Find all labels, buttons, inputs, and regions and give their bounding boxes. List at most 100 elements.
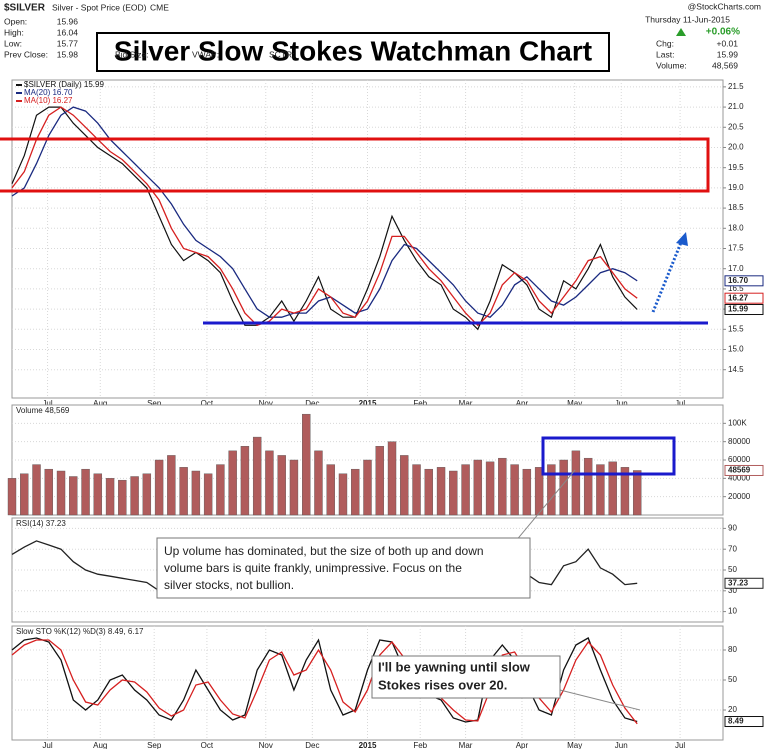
- volume-bar: [240, 446, 250, 516]
- field-value: 15.77: [57, 38, 79, 48]
- volume-bar: [191, 470, 201, 516]
- volume-bar: [142, 473, 152, 516]
- volume-bar: [252, 436, 262, 516]
- panel-title: Volume 48,569: [16, 406, 70, 415]
- value-tag: [724, 292, 764, 304]
- volume-bar: [69, 476, 78, 516]
- symbol: $SILVER: [4, 3, 46, 14]
- change-pct: +0.06%: [706, 27, 740, 38]
- y-tick-label: 90: [728, 524, 737, 533]
- y-tick-label: 20.0: [728, 143, 744, 152]
- volume-bar: [154, 459, 164, 516]
- value-tag: [724, 304, 764, 316]
- x-tick-label: Nov: [259, 399, 273, 408]
- y-tick-label: 50: [728, 675, 737, 684]
- x-tick-label: Aug: [93, 741, 107, 749]
- y-tick-label: 40000: [728, 473, 751, 482]
- volume-bar: [314, 450, 323, 516]
- panel-title: RSI(14) 37.23: [16, 519, 66, 528]
- volume-bar: [522, 468, 532, 516]
- value-tag: [724, 577, 764, 589]
- credit: @StockCharts.com: [688, 1, 761, 11]
- volume-bar: [7, 478, 17, 516]
- field-label: Open:: [4, 16, 27, 26]
- callout-text: I'll be yawning until slow: [378, 659, 531, 674]
- field-value: 16.04: [57, 27, 79, 37]
- volume-bar: [375, 446, 384, 516]
- field-value: 15.96: [57, 16, 79, 26]
- y-tick-label: 15.0: [728, 345, 744, 354]
- field-label: Bid Size:: [115, 49, 149, 59]
- x-tick-label: Oct: [201, 399, 214, 408]
- y-tick-label: 17.0: [728, 264, 744, 273]
- volume-bar: [20, 473, 29, 516]
- volume-bar: [289, 459, 299, 516]
- x-tick-label: Sep: [147, 399, 162, 408]
- volume-bar: [56, 470, 66, 516]
- value-tag-label: 37.23: [728, 578, 749, 587]
- field-value: 15.98: [57, 49, 79, 59]
- y-tick-label: 20.5: [728, 122, 744, 131]
- value-tag: [724, 716, 764, 728]
- volume-bar: [387, 441, 397, 516]
- x-tick-label: Jun: [615, 741, 628, 749]
- y-tick-label: 14.5: [728, 365, 744, 374]
- y-tick-label: 50: [728, 565, 737, 574]
- volume-bar: [44, 468, 53, 516]
- y-tick-label: 80: [728, 645, 737, 654]
- x-tick-label: Sep: [147, 741, 162, 749]
- volume-bar: [412, 464, 421, 516]
- value-tag-label: 15.99: [728, 305, 749, 314]
- panel-title: Slow STO %K(12) %D(3) 8.49, 6.17: [16, 627, 144, 636]
- field-label: Volume:: [656, 60, 687, 70]
- volume-bar: [118, 479, 127, 516]
- x-tick-label: May: [567, 399, 582, 408]
- x-tick-label: Feb: [413, 741, 427, 749]
- volume-bar: [583, 457, 593, 516]
- resistance-zone: [0, 137, 710, 193]
- value-tag-label: 48569: [728, 466, 751, 475]
- volume-highlight: [541, 436, 676, 476]
- x-tick-label: Apr: [516, 399, 529, 408]
- y-tick-label: 100K: [728, 418, 747, 427]
- volume-bar: [93, 473, 103, 516]
- callout-box: [371, 655, 561, 699]
- date: Thursday 11-Jun-2015: [645, 14, 730, 24]
- field-value: 15.99: [717, 49, 739, 59]
- volume-bar: [277, 455, 286, 516]
- x-tick-label: Jul: [42, 741, 52, 749]
- callout-text: volume bars is quite frankly, unimpressi…: [164, 561, 462, 575]
- up-arrow: [676, 28, 686, 36]
- x-tick-label: Dec: [305, 399, 319, 408]
- x-tick-label: Mar: [459, 399, 473, 408]
- x-tick-label: Aug: [93, 399, 107, 408]
- field-label: Last:: [656, 49, 674, 59]
- volume-bar: [436, 467, 446, 516]
- field-label: Prev Close:: [4, 49, 48, 59]
- x-tick-label: Jun: [615, 399, 628, 408]
- y-tick-label: 19.5: [728, 163, 744, 172]
- value-tag: [724, 275, 764, 287]
- volume-bar: [203, 473, 213, 516]
- volume-bar: [351, 468, 360, 516]
- y-tick-label: 30: [728, 586, 737, 595]
- callout-text: Stokes rises over 20.: [378, 677, 507, 692]
- value-tag: [724, 464, 764, 476]
- y-tick-label: 18.0: [728, 223, 744, 232]
- x-tick-label: Dec: [305, 741, 319, 749]
- field-label: Chg:: [656, 38, 674, 48]
- volume-bar: [400, 455, 409, 516]
- exchange: CME: [150, 2, 169, 12]
- description: Silver - Spot Price (EOD): [52, 2, 147, 12]
- y-tick-label: 19.0: [728, 183, 744, 192]
- volume-bar: [461, 464, 470, 516]
- volume-bar: [608, 461, 617, 516]
- volume-bar: [498, 457, 507, 516]
- callout-text: silver stocks, not bullion.: [164, 578, 294, 592]
- y-tick-label: 60000: [728, 455, 751, 464]
- y-tick-label: 15.5: [728, 324, 744, 333]
- volume-bar: [596, 464, 605, 516]
- field-value: +0.01: [716, 38, 738, 48]
- field-label: VWAP:: [192, 49, 219, 59]
- volume-bar: [485, 461, 495, 516]
